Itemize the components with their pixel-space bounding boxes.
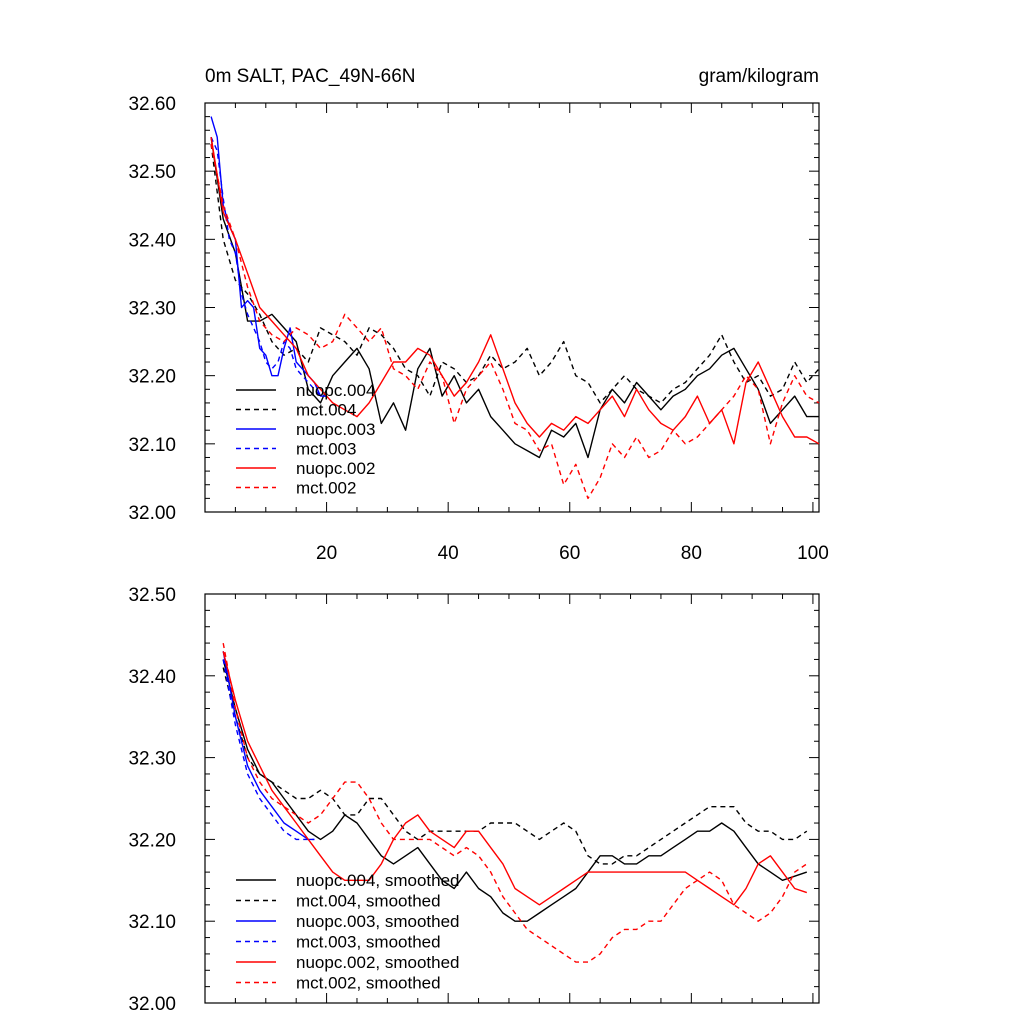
x-tick-label: 80: [681, 543, 702, 564]
y-tick-label: 32.40: [128, 667, 176, 688]
legend-label: mct.003, smoothed: [296, 933, 441, 952]
y-tick-label: 32.20: [128, 367, 176, 388]
x-tick-label: 40: [438, 543, 459, 564]
x-tick-label: 20: [316, 543, 337, 564]
panel-top: 0m SALT, PAC_49N-66N gram/kilogram 20 40 6…: [128, 66, 828, 564]
y-tick-label: 32.10: [128, 435, 176, 456]
legend-label: mct.004, smoothed: [296, 892, 441, 911]
y-tick-label: 32.30: [128, 749, 176, 770]
y-tick-label: 32.00: [128, 503, 176, 524]
plot-frame: [204, 593, 820, 1004]
x-tick-label: 60: [559, 543, 580, 564]
legend-label: nuopc.002: [296, 459, 375, 478]
y-tick-label: 32.00: [128, 994, 176, 1015]
legend-label: nuopc.003, smoothed: [296, 912, 460, 931]
legend-label: mct.002, smoothed: [296, 974, 441, 993]
legend-label: mct.003: [296, 440, 356, 459]
legend-label: nuopc.002, smoothed: [296, 953, 460, 972]
legend-label: nuopc.003: [296, 420, 375, 439]
y-tick-label: 32.30: [128, 299, 176, 320]
legend-label: mct.002: [296, 479, 356, 498]
series-line: [210, 143, 820, 500]
series-line: [210, 136, 327, 397]
series-line: [210, 136, 819, 459]
y-tick-label: 32.40: [128, 230, 176, 251]
series-line: [222, 642, 808, 963]
series-line: [222, 659, 315, 841]
series-line: [210, 116, 327, 397]
y-tick-label: 32.50: [128, 162, 176, 183]
series-line: [222, 659, 808, 922]
y-tick-label: 32.60: [128, 94, 176, 115]
series-line: [210, 143, 820, 404]
y-tick-label: 32.50: [128, 585, 176, 606]
series-line: [222, 651, 315, 841]
series-line: [222, 667, 808, 865]
series-line: [222, 651, 808, 906]
x-tick-label: 100: [797, 543, 829, 564]
legend-label: nuopc.004: [296, 381, 375, 400]
panel-bottom: 32.00 32.10 32.20 32.30 32.40 32.50 nuopc.004,…: [128, 585, 820, 1015]
chart-title: 0m SALT, PAC_49N-66N: [205, 66, 416, 87]
chart-units: gram/kilogram: [699, 66, 819, 87]
y-tick-label: 32.10: [128, 912, 176, 933]
legend-label: nuopc.004, smoothed: [296, 871, 460, 890]
y-tick-label: 32.20: [128, 830, 176, 851]
legend-label: mct.004: [296, 401, 356, 420]
